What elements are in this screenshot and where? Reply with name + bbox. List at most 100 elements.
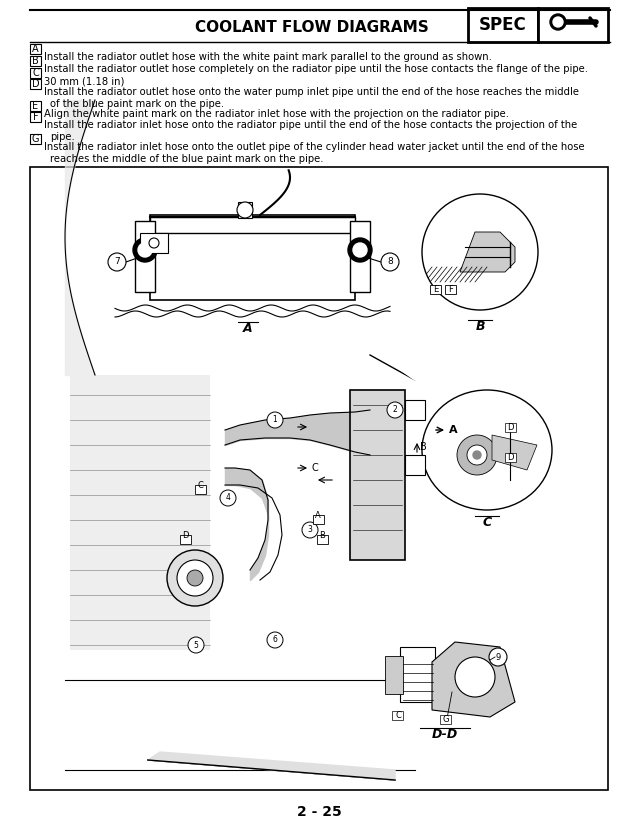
Bar <box>350 390 405 560</box>
Bar <box>30 112 41 122</box>
Polygon shape <box>492 435 537 470</box>
Bar <box>445 285 456 294</box>
Text: G: G <box>32 134 40 144</box>
Bar <box>400 647 435 702</box>
Text: 4: 4 <box>226 493 230 502</box>
Text: D: D <box>507 453 513 462</box>
Text: C: C <box>395 711 401 720</box>
Text: C: C <box>32 68 39 78</box>
Text: 5: 5 <box>193 640 198 649</box>
Bar <box>30 134 41 144</box>
Text: G: G <box>443 715 449 724</box>
Text: 30 mm (1.18 in): 30 mm (1.18 in) <box>44 76 124 86</box>
Text: A: A <box>243 322 253 335</box>
Bar <box>350 221 370 292</box>
Bar <box>30 56 41 66</box>
Circle shape <box>353 243 367 257</box>
Circle shape <box>188 637 204 653</box>
Circle shape <box>381 253 399 271</box>
Text: B: B <box>420 442 427 452</box>
Polygon shape <box>460 232 515 272</box>
Bar <box>538 8 608 42</box>
Text: of the blue paint mark on the pipe.: of the blue paint mark on the pipe. <box>50 99 224 109</box>
Text: 7: 7 <box>114 258 120 267</box>
Bar <box>392 711 403 720</box>
Bar <box>468 8 538 42</box>
Text: D: D <box>507 423 513 432</box>
Circle shape <box>108 253 126 271</box>
Text: E: E <box>433 285 439 294</box>
Text: 3: 3 <box>308 525 313 534</box>
Text: B: B <box>32 56 39 66</box>
Text: D: D <box>182 531 188 540</box>
Text: F: F <box>449 285 454 294</box>
Text: Install the radiator inlet hose onto the radiator pipe until the end of the hose: Install the radiator inlet hose onto the… <box>44 120 577 130</box>
Bar <box>140 233 168 253</box>
Text: pipe.: pipe. <box>50 132 75 142</box>
Polygon shape <box>380 355 415 380</box>
Text: C: C <box>312 463 319 473</box>
Polygon shape <box>148 752 395 780</box>
Text: 9: 9 <box>495 653 501 662</box>
Text: Align the white paint mark on the radiator inlet hose with the projection on the: Align the white paint mark on the radiat… <box>44 109 509 119</box>
Circle shape <box>489 648 507 666</box>
Bar <box>70 375 210 650</box>
Text: COOLANT FLOW DIAGRAMS: COOLANT FLOW DIAGRAMS <box>195 21 429 36</box>
Text: Install the radiator outlet hose completely on the radiator pipe until the hose : Install the radiator outlet hose complet… <box>44 64 588 74</box>
Bar <box>30 79 41 89</box>
Text: B: B <box>475 320 485 333</box>
Bar <box>385 656 403 694</box>
Bar <box>405 455 425 475</box>
Bar <box>238 202 252 218</box>
Bar <box>135 221 155 292</box>
Bar <box>195 485 206 494</box>
Circle shape <box>237 202 253 218</box>
Bar <box>180 535 191 544</box>
Ellipse shape <box>422 390 552 510</box>
Circle shape <box>553 17 563 27</box>
Bar <box>30 68 41 78</box>
Text: E: E <box>33 101 38 111</box>
Text: reaches the middle of the blue paint mark on the pipe.: reaches the middle of the blue paint mar… <box>50 154 323 164</box>
Circle shape <box>267 412 283 428</box>
Text: Install the radiator inlet hose onto the outlet pipe of the cylinder head water : Install the radiator inlet hose onto the… <box>44 142 584 152</box>
Circle shape <box>302 522 318 538</box>
Bar <box>440 715 451 724</box>
Circle shape <box>473 451 481 459</box>
Text: F: F <box>33 112 38 122</box>
Circle shape <box>138 243 152 257</box>
Text: 6: 6 <box>272 635 278 644</box>
Bar <box>150 217 355 233</box>
Text: D-D: D-D <box>432 728 458 741</box>
Circle shape <box>267 632 283 648</box>
Text: 2 - 25: 2 - 25 <box>297 805 341 819</box>
Text: A: A <box>449 425 457 435</box>
Circle shape <box>457 435 497 475</box>
Bar <box>505 423 516 432</box>
Circle shape <box>177 560 213 596</box>
Text: A: A <box>315 511 321 520</box>
Bar <box>430 285 441 294</box>
Circle shape <box>187 570 203 586</box>
Bar <box>30 101 41 111</box>
Text: D: D <box>32 79 40 89</box>
Circle shape <box>550 14 566 30</box>
Circle shape <box>220 490 236 506</box>
Text: A: A <box>32 44 39 54</box>
Text: B: B <box>319 531 325 540</box>
Text: Install the radiator outlet hose onto the water pump inlet pipe until the end of: Install the radiator outlet hose onto th… <box>44 87 579 97</box>
Text: C: C <box>197 481 203 490</box>
Circle shape <box>387 402 403 418</box>
Text: C: C <box>482 516 491 529</box>
Polygon shape <box>432 642 515 717</box>
Circle shape <box>467 445 487 465</box>
Bar <box>405 400 425 420</box>
Text: SPEC: SPEC <box>479 16 527 34</box>
Circle shape <box>149 238 159 248</box>
Bar <box>505 453 516 462</box>
Circle shape <box>133 238 157 262</box>
Bar <box>313 515 324 524</box>
Bar <box>30 44 41 54</box>
Ellipse shape <box>422 194 538 310</box>
Text: 8: 8 <box>387 258 393 267</box>
